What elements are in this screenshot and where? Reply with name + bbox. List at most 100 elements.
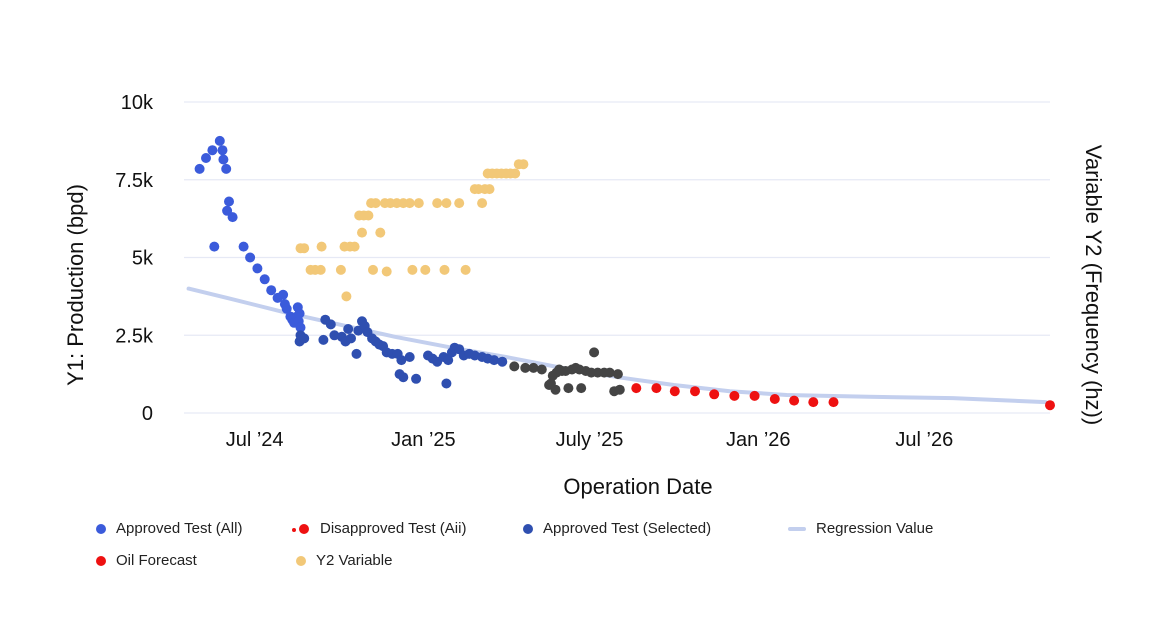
data-point-6 (413, 198, 424, 209)
data-point-0 (245, 252, 256, 263)
legend: Approved Test (All) Disapproved Test (Ai… (92, 512, 1092, 582)
data-point-0 (218, 154, 229, 165)
data-point-2 (346, 333, 356, 344)
data-point-0 (221, 163, 232, 174)
data-point-2 (329, 330, 340, 341)
data-point-0 (224, 196, 234, 207)
y-tick-label: 7.5k (115, 170, 154, 192)
data-point-2 (351, 348, 362, 359)
data-point-0 (209, 241, 220, 252)
data-point-0 (278, 289, 289, 300)
x-tick-label: Jan ’26 (726, 429, 791, 451)
data-point-0 (252, 263, 263, 274)
data-point-0 (207, 145, 218, 156)
legend-label: Approved Test (All) (116, 520, 243, 537)
data-point-6 (316, 241, 327, 252)
legend-label: Y2 Variable (316, 552, 393, 569)
data-point-5 (808, 397, 819, 408)
data-point-2 (396, 355, 407, 366)
data-point-3 (614, 384, 625, 395)
legend-label: Approved Test (Selected) (543, 520, 712, 537)
legend-item-disapproved[interactable]: Disapproved Test (Aii) (292, 520, 466, 537)
data-point-5 (789, 395, 800, 406)
data-point-0 (238, 241, 249, 252)
legend-label: Disapproved Test (Aii) (320, 520, 467, 537)
data-point-5 (769, 394, 780, 404)
legend-swatch (292, 523, 310, 534)
data-point-5 (631, 383, 642, 394)
data-point-5 (669, 386, 680, 397)
data-point-2 (404, 352, 415, 362)
data-point-5 (749, 390, 760, 401)
data-point-6 (477, 198, 488, 209)
data-point-3 (563, 383, 574, 394)
x-tick-label: July ’25 (556, 429, 624, 451)
data-point-5 (690, 386, 700, 397)
legend-swatch (96, 523, 106, 534)
data-point-6 (404, 198, 415, 209)
data-point-6 (315, 264, 326, 275)
x-tick-label: Jul ’26 (895, 429, 953, 451)
data-point-0 (294, 308, 305, 319)
data-point-3 (509, 361, 520, 372)
data-point-6 (381, 266, 392, 277)
data-point-2 (411, 373, 422, 384)
data-point-5 (1045, 400, 1055, 411)
data-point-2 (398, 372, 409, 383)
data-point-6 (370, 198, 381, 209)
data-point-5 (729, 390, 740, 401)
x-tick-label: Jan ’25 (391, 429, 456, 451)
data-point-0 (194, 163, 205, 174)
data-point-6 (484, 184, 495, 195)
data-point-5 (709, 389, 720, 400)
data-point-6 (299, 243, 310, 254)
data-point-6 (439, 264, 450, 275)
data-point-3 (550, 384, 561, 395)
data-point-6 (335, 264, 346, 275)
data-point-6 (518, 159, 529, 170)
y-tick-label: 0 (142, 403, 153, 425)
data-point-6 (441, 198, 452, 209)
data-point-6 (510, 168, 521, 179)
data-point-3 (612, 369, 623, 380)
data-point-3 (520, 362, 531, 373)
data-point-0 (281, 303, 292, 314)
regression-line (186, 286, 1048, 405)
data-point-2 (489, 355, 500, 366)
legend-label: Regression Value (816, 520, 934, 537)
data-point-0 (201, 153, 211, 163)
legend-swatch (788, 526, 806, 531)
data-point-3 (528, 362, 539, 373)
data-point-2 (497, 356, 508, 367)
x-tick-label: Jul ’24 (226, 429, 284, 451)
data-point-3 (589, 347, 600, 358)
data-point-6 (341, 291, 352, 302)
data-point-6 (420, 264, 431, 275)
data-point-6 (432, 198, 443, 209)
y-tick-label: 5k (132, 248, 154, 270)
legend-item-y2-variable[interactable]: Y2 Variable (296, 552, 392, 569)
data-point-6 (357, 227, 367, 238)
data-point-0 (217, 145, 228, 156)
data-point-5 (651, 383, 662, 394)
data-point-2 (441, 378, 452, 389)
data-point-0 (266, 285, 277, 296)
data-point-5 (828, 397, 839, 408)
y-axis-title: Y1: Production (bpd) (63, 184, 88, 386)
y-tick-label: 2.5k (115, 325, 154, 347)
data-point-3 (536, 364, 547, 375)
y2-axis-title: Variable Y2 (Frequency (hz)) (1081, 145, 1106, 425)
data-point-6 (454, 198, 465, 209)
data-point-6 (363, 210, 374, 221)
data-point-6 (407, 264, 418, 275)
data-point-6 (375, 227, 386, 238)
data-point-2 (299, 333, 310, 344)
legend-item-approved-all[interactable]: Approved Test (All) (96, 520, 242, 537)
legend-item-regression[interactable]: Regression Value (788, 520, 933, 537)
data-point-2 (318, 334, 329, 345)
legend-item-oil-forecast[interactable]: Oil Forecast (96, 552, 197, 569)
data-point-6 (349, 241, 360, 252)
data-point-2 (343, 324, 354, 334)
legend-swatch (296, 555, 306, 566)
legend-item-approved-selected[interactable]: Approved Test (Selected) (523, 520, 711, 537)
